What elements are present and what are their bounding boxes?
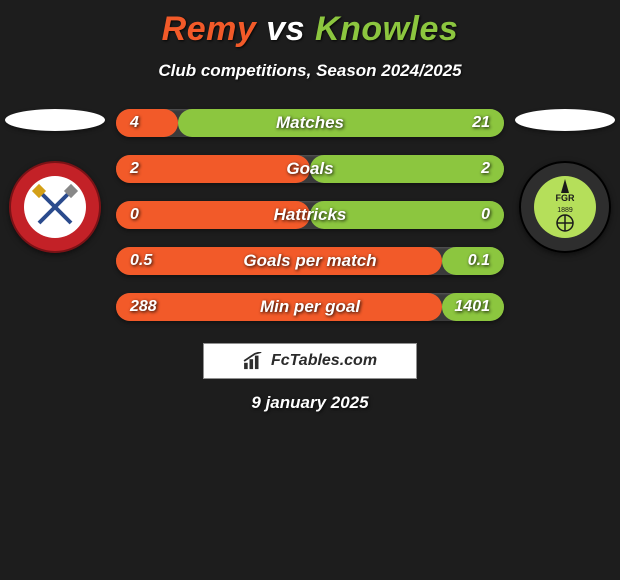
stat-bars: 4 Matches 21 2 Goals 2 0 Hattricks 0 0.5 Goals per… bbox=[110, 109, 510, 321]
club-logo-right: FGR 1889 bbox=[519, 161, 611, 253]
brand-badge: FcTables.com bbox=[203, 343, 417, 379]
right-side: FGR 1889 bbox=[510, 109, 620, 253]
stat-bar: 288 Min per goal 1401 bbox=[116, 293, 504, 321]
bar-chart-icon bbox=[243, 352, 265, 370]
comparison-body: 4 Matches 21 2 Goals 2 0 Hattricks 0 0.5 Goals per… bbox=[0, 109, 620, 321]
svg-text:FGR: FGR bbox=[556, 193, 575, 203]
stat-bar: 2 Goals 2 bbox=[116, 155, 504, 183]
club-logo-left bbox=[9, 161, 101, 253]
stat-right-value: 0 bbox=[481, 206, 490, 224]
player2-silhouette-placeholder bbox=[515, 109, 615, 131]
stat-left-value: 0.5 bbox=[130, 252, 152, 270]
stat-right-value: 0.1 bbox=[468, 252, 490, 270]
stat-left-value: 0 bbox=[130, 206, 139, 224]
player2-name: Knowles bbox=[315, 10, 458, 48]
player1-silhouette-placeholder bbox=[5, 109, 105, 131]
left-side bbox=[0, 109, 110, 253]
subtitle: Club competitions, Season 2024/2025 bbox=[158, 61, 461, 81]
stat-label: Goals per match bbox=[243, 251, 376, 271]
comparison-card: Remy vs Knowles Club competitions, Seaso… bbox=[0, 0, 620, 580]
stat-right-value: 21 bbox=[472, 114, 490, 132]
stat-right-value: 2 bbox=[481, 160, 490, 178]
stat-right-value: 1401 bbox=[454, 298, 490, 316]
stat-left-value: 2 bbox=[130, 160, 139, 178]
vs-label: vs bbox=[266, 10, 305, 48]
page-title: Remy vs Knowles bbox=[162, 10, 459, 49]
svg-text:1889: 1889 bbox=[557, 207, 573, 214]
player1-name: Remy bbox=[162, 10, 257, 48]
brand-text: FcTables.com bbox=[271, 352, 377, 370]
stat-bar: 4 Matches 21 bbox=[116, 109, 504, 137]
stat-label: Min per goal bbox=[260, 297, 360, 317]
stat-bar: 0 Hattricks 0 bbox=[116, 201, 504, 229]
stat-bar: 0.5 Goals per match 0.1 bbox=[116, 247, 504, 275]
stat-left-value: 288 bbox=[130, 298, 157, 316]
stat-label: Hattricks bbox=[274, 205, 347, 225]
stat-label: Goals bbox=[286, 159, 333, 179]
date-label: 9 january 2025 bbox=[251, 393, 368, 413]
stat-label: Matches bbox=[276, 113, 344, 133]
stat-left-value: 4 bbox=[130, 114, 139, 132]
